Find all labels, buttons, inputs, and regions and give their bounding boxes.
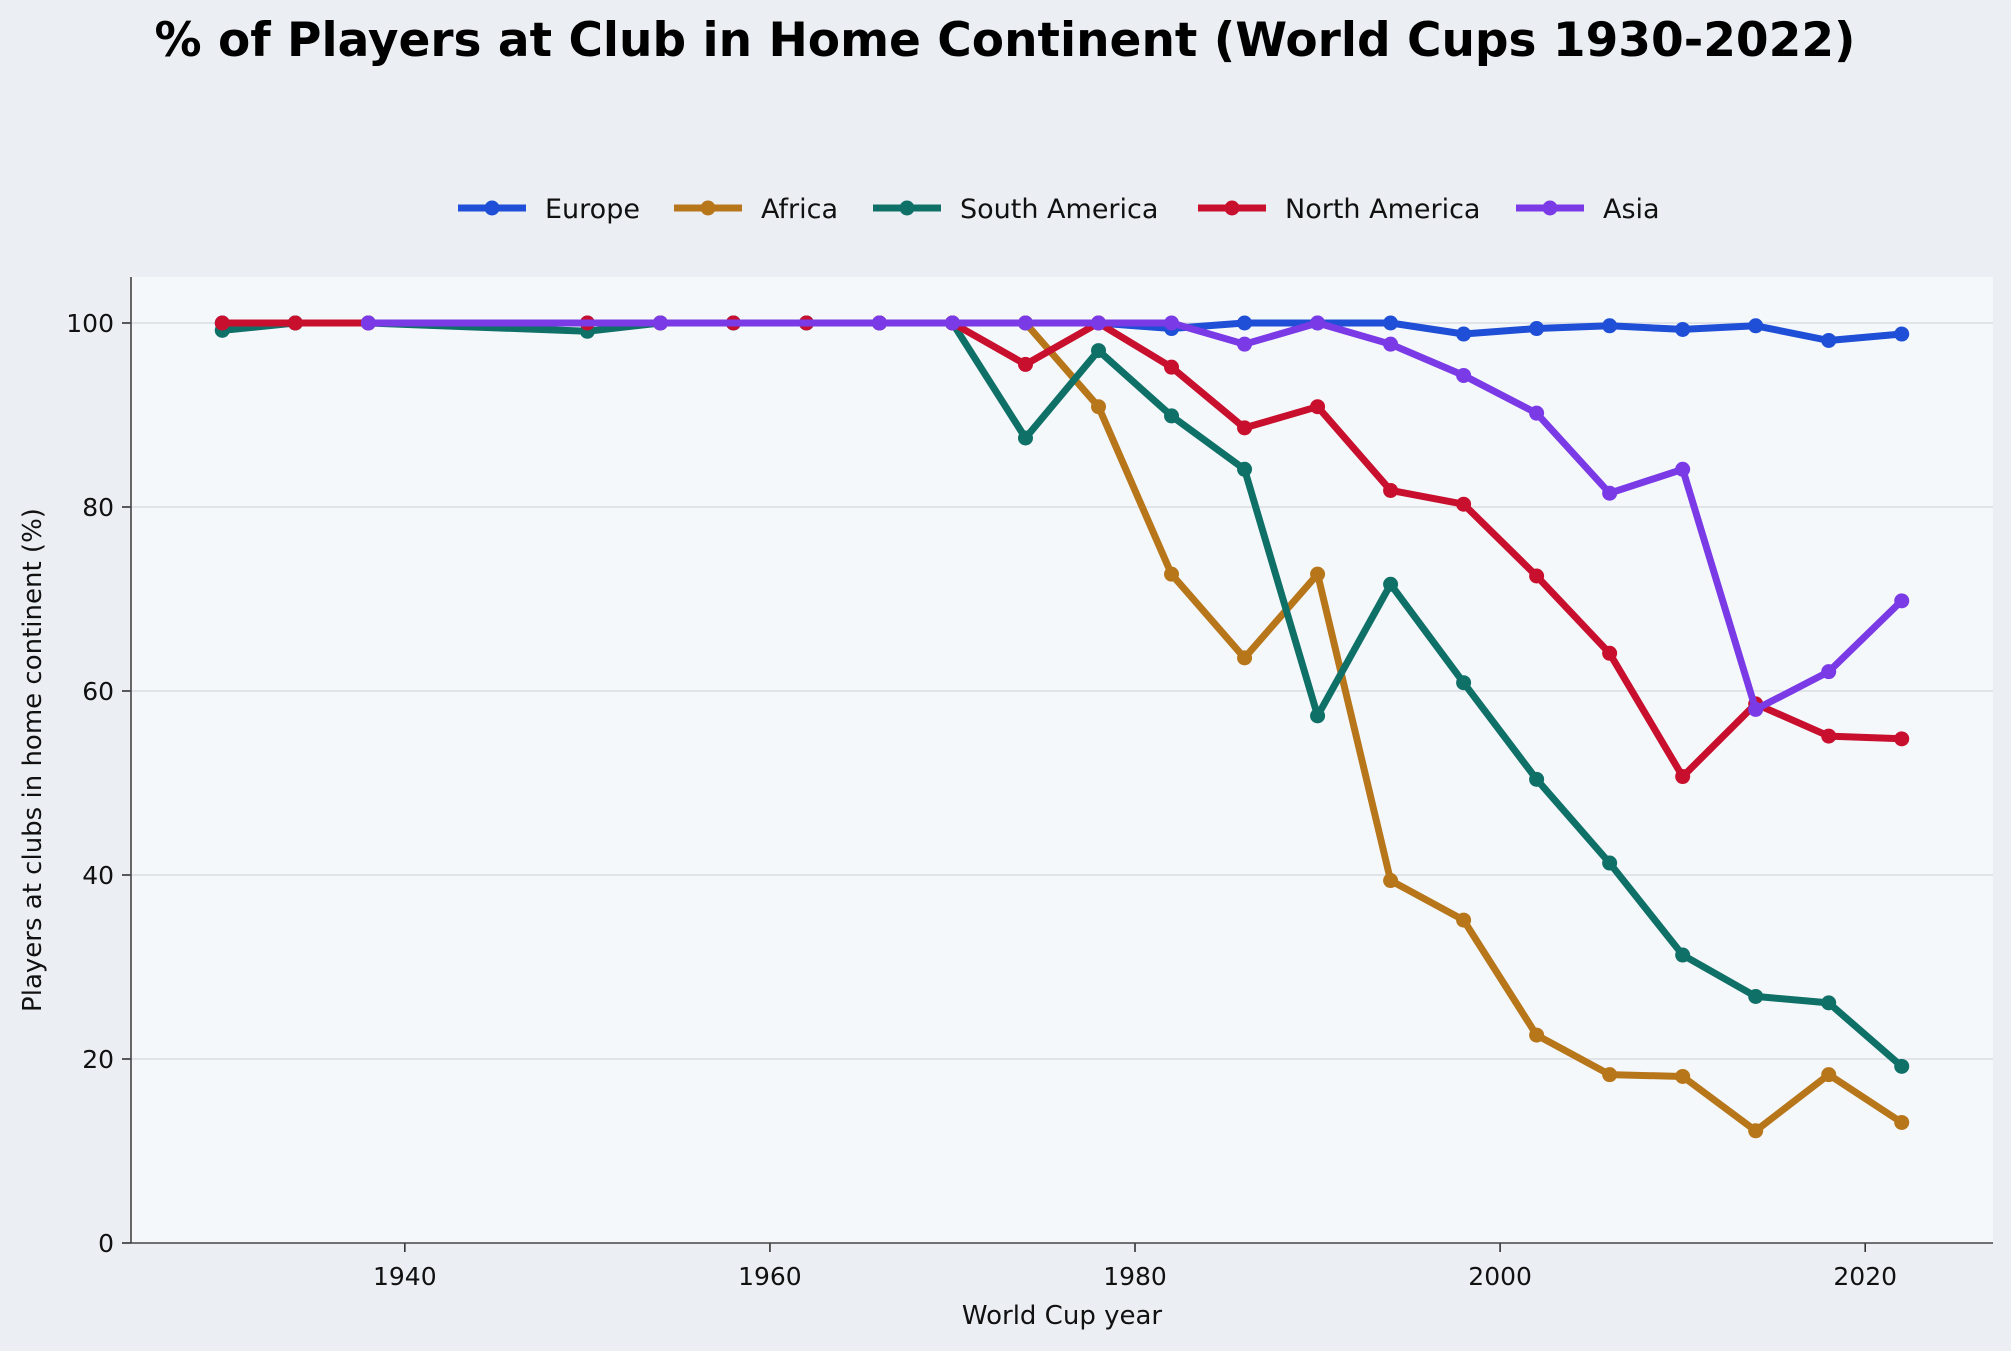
point-asia-1970 <box>944 315 960 331</box>
point-asia-2014 <box>1748 701 1764 717</box>
point-asia-1954 <box>652 315 668 331</box>
point-africa-1986 <box>1237 650 1253 666</box>
x-tick-label-1960: 1960 <box>738 1262 802 1291</box>
legend-label-south-america: South America <box>960 194 1158 225</box>
point-africa-1990 <box>1310 566 1326 582</box>
series-asia <box>360 315 1910 717</box>
legend-marker-europe <box>484 200 500 216</box>
y-axis-label: Players at clubs in home continent (%) <box>18 508 48 1012</box>
y-tick-label-60: 60 <box>82 677 114 706</box>
point-africa-2022 <box>1894 1114 1910 1130</box>
point-south-america-1986 <box>1237 461 1253 477</box>
y-tick-label-40: 40 <box>82 861 114 890</box>
point-south-america-1982 <box>1164 408 1180 424</box>
point-south-america-2002 <box>1529 771 1545 787</box>
legend-item-asia: Asia <box>1516 194 1660 225</box>
point-asia-2010 <box>1675 461 1691 477</box>
point-north-america-1982 <box>1164 359 1180 375</box>
point-south-america-2010 <box>1675 947 1691 963</box>
axes: 0 20 40 60 80 100 1940 1960 1980 2000 2020 <box>66 277 1993 1291</box>
point-south-america-1990 <box>1310 708 1326 724</box>
point-africa-2006 <box>1602 1067 1618 1083</box>
point-south-america-2014 <box>1748 988 1764 1004</box>
legend-item-south-america: South America <box>873 194 1158 225</box>
point-north-america-1986 <box>1237 420 1253 436</box>
point-north-america-1934 <box>287 315 303 331</box>
point-asia-1986 <box>1237 336 1253 352</box>
legend-item-north-america: North America <box>1198 194 1480 225</box>
y-tick-label-0: 0 <box>98 1229 114 1258</box>
point-north-america-2010 <box>1675 769 1691 785</box>
point-asia-2022 <box>1894 593 1910 609</box>
point-africa-1994 <box>1383 873 1399 889</box>
point-north-america-1974 <box>1017 356 1033 372</box>
legend-marker-north-america <box>1224 200 1240 216</box>
y-tick-label-20: 20 <box>82 1045 114 1074</box>
point-europe-2014 <box>1748 318 1764 334</box>
legend-marker-south-america <box>899 200 915 216</box>
point-north-america-1930 <box>214 315 230 331</box>
point-south-america-2006 <box>1602 855 1618 871</box>
point-south-america-1994 <box>1383 576 1399 592</box>
x-tick-label-1940: 1940 <box>373 1262 437 1291</box>
point-africa-2002 <box>1529 1027 1545 1043</box>
point-europe-1994 <box>1383 315 1399 331</box>
line-south-america <box>218 319 1906 1070</box>
legend-item-europe: Europe <box>458 194 640 225</box>
point-south-america-2018 <box>1821 995 1837 1011</box>
point-europe-2002 <box>1529 321 1545 337</box>
legend-label-europe: Europe <box>545 194 640 225</box>
point-africa-1998 <box>1456 912 1472 928</box>
x-axis-label: World Cup year <box>962 1301 1162 1331</box>
point-europe-2022 <box>1894 326 1910 342</box>
point-africa-1978 <box>1091 399 1107 415</box>
legend-label-asia: Asia <box>1603 194 1660 225</box>
point-europe-2010 <box>1675 321 1691 337</box>
point-europe-1998 <box>1456 326 1472 342</box>
point-north-america-2018 <box>1821 728 1837 744</box>
point-europe-2006 <box>1602 318 1618 334</box>
point-africa-2010 <box>1675 1068 1691 1084</box>
point-asia-1982 <box>1164 315 1180 331</box>
legend-marker-asia <box>1542 200 1558 216</box>
point-south-america-1978 <box>1091 343 1107 359</box>
point-asia-1938 <box>360 315 376 331</box>
y-tick-label-80: 80 <box>82 493 114 522</box>
point-north-america-1990 <box>1310 399 1326 415</box>
point-asia-1990 <box>1310 315 1326 331</box>
point-africa-2014 <box>1748 1123 1764 1139</box>
point-europe-2018 <box>1821 332 1837 348</box>
legend-label-north-america: North America <box>1285 194 1480 225</box>
legend: Europe Africa South America North America As… <box>458 194 1660 225</box>
point-africa-1982 <box>1164 566 1180 582</box>
legend-label-africa: Africa <box>761 194 838 225</box>
point-asia-2006 <box>1602 485 1618 501</box>
point-europe-1986 <box>1237 315 1253 331</box>
point-north-america-2002 <box>1529 568 1545 584</box>
point-asia-1994 <box>1383 336 1399 352</box>
x-tick-label-2020: 2020 <box>1833 1262 1897 1291</box>
y-tick-label-100: 100 <box>66 309 114 338</box>
point-asia-2002 <box>1529 405 1545 421</box>
series-group <box>214 315 1910 1139</box>
point-africa-2018 <box>1821 1067 1837 1083</box>
point-asia-1998 <box>1456 367 1472 383</box>
point-asia-1966 <box>871 315 887 331</box>
chart-title: % of Players at Club in Home Continent (… <box>154 13 1855 68</box>
legend-item-africa: Africa <box>674 194 838 225</box>
point-north-america-1994 <box>1383 482 1399 498</box>
point-asia-1978 <box>1091 315 1107 331</box>
legend-marker-africa <box>700 200 716 216</box>
point-south-america-1974 <box>1017 430 1033 446</box>
point-south-america-1998 <box>1456 675 1472 691</box>
x-tick-label-1980: 1980 <box>1103 1262 1167 1291</box>
point-south-america-2022 <box>1894 1058 1910 1074</box>
x-tick-label-2000: 2000 <box>1468 1262 1532 1291</box>
point-asia-1974 <box>1017 315 1033 331</box>
point-north-america-1998 <box>1456 496 1472 512</box>
point-asia-2018 <box>1821 664 1837 680</box>
point-north-america-2006 <box>1602 645 1618 661</box>
point-north-america-2022 <box>1894 731 1910 747</box>
